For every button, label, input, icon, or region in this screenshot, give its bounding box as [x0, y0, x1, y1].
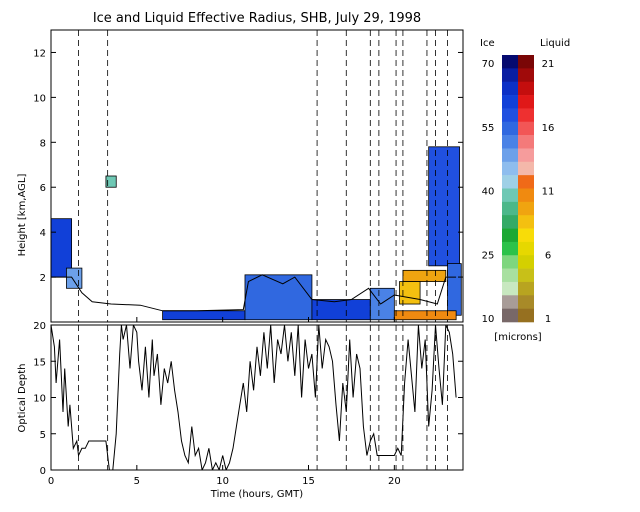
colorbar-ice-swatch — [502, 55, 518, 69]
optical-depth-tick-label: 10 — [33, 394, 46, 405]
radius-region-ice — [447, 263, 462, 316]
colorbar-liquid-swatch — [518, 268, 534, 283]
top-dashed-markers — [78, 30, 448, 322]
colorbar-liquid-tick: 16 — [542, 123, 555, 134]
optical-depth-tick-label: 20 — [33, 321, 46, 332]
colorbar-liquid-swatch — [518, 255, 534, 269]
colorbar-liquid-swatch — [518, 68, 534, 82]
colorbar-ice-swatch — [502, 215, 518, 229]
colorbar-ice-swatch — [502, 95, 518, 109]
colorbar-liquid-swatch — [518, 308, 534, 323]
colorbar-ticks: 70 55 40 25 10 21 16 11 6 1 — [482, 59, 555, 325]
colorbar-liquid-swatch — [518, 108, 534, 123]
height-tick-label: 6 — [40, 183, 46, 194]
colorbar-ice-swatches — [502, 55, 518, 323]
colorbar-liquid-swatch — [518, 188, 534, 203]
height-tick-label: 4 — [40, 228, 46, 239]
colorbar-ice-swatch — [502, 268, 518, 283]
colorbar-ice-swatch — [502, 161, 518, 176]
time-tick-label: 5 — [134, 476, 140, 487]
height-axis-ticks: 2 4 6 8 10 12 — [33, 48, 463, 284]
height-axis-label: Height [km,AGL] — [17, 174, 28, 257]
optical-depth-tick-label: 15 — [33, 357, 46, 368]
optical-depth-axis-ticks: 0 5 10 15 20 — [33, 321, 463, 477]
colorbar-ice-swatch — [502, 68, 518, 82]
colorbar-liquid-tick: 6 — [545, 250, 551, 261]
colorbar-liquid-swatch — [518, 81, 534, 96]
colorbar-liquid-swatch — [518, 135, 534, 149]
colorbar-ice-swatch — [502, 228, 518, 243]
colorbar-liquid-swatch — [518, 161, 534, 176]
colorbar-ice-tick: 25 — [482, 250, 495, 261]
radius-region-ice — [162, 310, 246, 321]
colorbar-liquid-swatch — [518, 215, 534, 229]
time-axis-label: Time (hours, GMT) — [210, 489, 304, 500]
colorbar-ice-label: Ice — [480, 38, 495, 49]
colorbar-liquid-swatch — [518, 281, 534, 296]
radius-region-ice — [66, 267, 83, 289]
height-tick-label: 2 — [40, 273, 46, 284]
colorbar-ice-tick: 10 — [482, 314, 495, 325]
colorbar-liquid-label: Liquid — [540, 38, 570, 49]
colorbar-ice-tick: 55 — [482, 123, 495, 134]
colorbar-unit-label: [microns] — [494, 332, 541, 343]
colorbar-liquid-swatch — [518, 228, 534, 243]
height-tick-label: 10 — [33, 93, 46, 104]
colorbar-liquid-swatch — [518, 121, 534, 136]
cloud-boundary-line — [51, 274, 457, 312]
height-tick-label: 8 — [40, 138, 46, 149]
colorbar-ice-swatch — [502, 201, 518, 216]
time-axis-ticks: 0 5 10 15 20 — [48, 317, 401, 487]
colorbar-liquid-swatches — [518, 55, 534, 323]
radius-region-liquid — [393, 310, 457, 321]
radius-region-liquid — [402, 269, 447, 282]
radius-regions — [51, 146, 462, 321]
chart-title: Ice and Liquid Effective Radius, SHB, Ju… — [93, 11, 421, 26]
colorbar-ice-swatch — [502, 148, 518, 163]
time-tick-label: 0 — [48, 476, 54, 487]
optical-depth-line — [51, 325, 457, 470]
colorbar-ice-swatch — [502, 108, 518, 123]
colorbar-liquid-swatch — [518, 241, 534, 256]
colorbar-ice-swatch — [502, 308, 518, 323]
colorbar-liquid-swatch — [518, 201, 534, 216]
colorbar-ice-tick: 70 — [482, 59, 495, 70]
colorbar-ice-swatch — [502, 135, 518, 149]
colorbar-liquid-swatch — [518, 95, 534, 109]
colorbar-liquid-swatch — [518, 295, 534, 309]
colorbar: Ice Liquid 70 55 40 25 10 21 16 11 6 1 [microns] — [480, 38, 570, 343]
colorbar-ice-swatch — [502, 281, 518, 296]
optical-depth-tick-label: 0 — [40, 466, 46, 477]
time-tick-label: 10 — [216, 476, 229, 487]
colorbar-liquid-swatch — [518, 148, 534, 163]
colorbar-ice-tick: 40 — [482, 187, 495, 198]
optical-depth-axis-label: Optical Depth — [17, 364, 28, 433]
colorbar-ice-swatch — [502, 241, 518, 256]
optical-depth-tick-label: 5 — [40, 430, 46, 441]
radius-region-ice — [428, 146, 460, 267]
colorbar-ice-swatch — [502, 81, 518, 96]
height-tick-label: 12 — [33, 48, 46, 59]
colorbar-liquid-tick: 1 — [545, 314, 551, 325]
radius-region-ice — [105, 175, 117, 188]
colorbar-ice-swatch — [502, 121, 518, 136]
colorbar-liquid-swatch — [518, 175, 534, 189]
colorbar-liquid-tick: 21 — [542, 59, 555, 70]
colorbar-liquid-swatch — [518, 55, 534, 69]
colorbar-liquid-tick: 11 — [542, 187, 555, 198]
radius-panel: 2 4 6 8 10 12 Height [km,AGL] — [17, 29, 464, 323]
optical-depth-panel: 0 5 10 15 20 0 5 10 15 20 Optical Depth Time (ho… — [17, 317, 464, 500]
top-plot-frame — [50, 29, 464, 323]
colorbar-ice-swatch — [502, 188, 518, 203]
colorbar-ice-swatch — [502, 255, 518, 269]
radius-region-ice — [311, 299, 371, 321]
time-tick-label: 15 — [302, 476, 315, 487]
colorbar-ice-swatch — [502, 295, 518, 309]
colorbar-ice-swatch — [502, 175, 518, 189]
bottom-dashed-markers — [78, 325, 448, 470]
radius-region-ice — [369, 287, 395, 321]
time-tick-label: 20 — [388, 476, 401, 487]
